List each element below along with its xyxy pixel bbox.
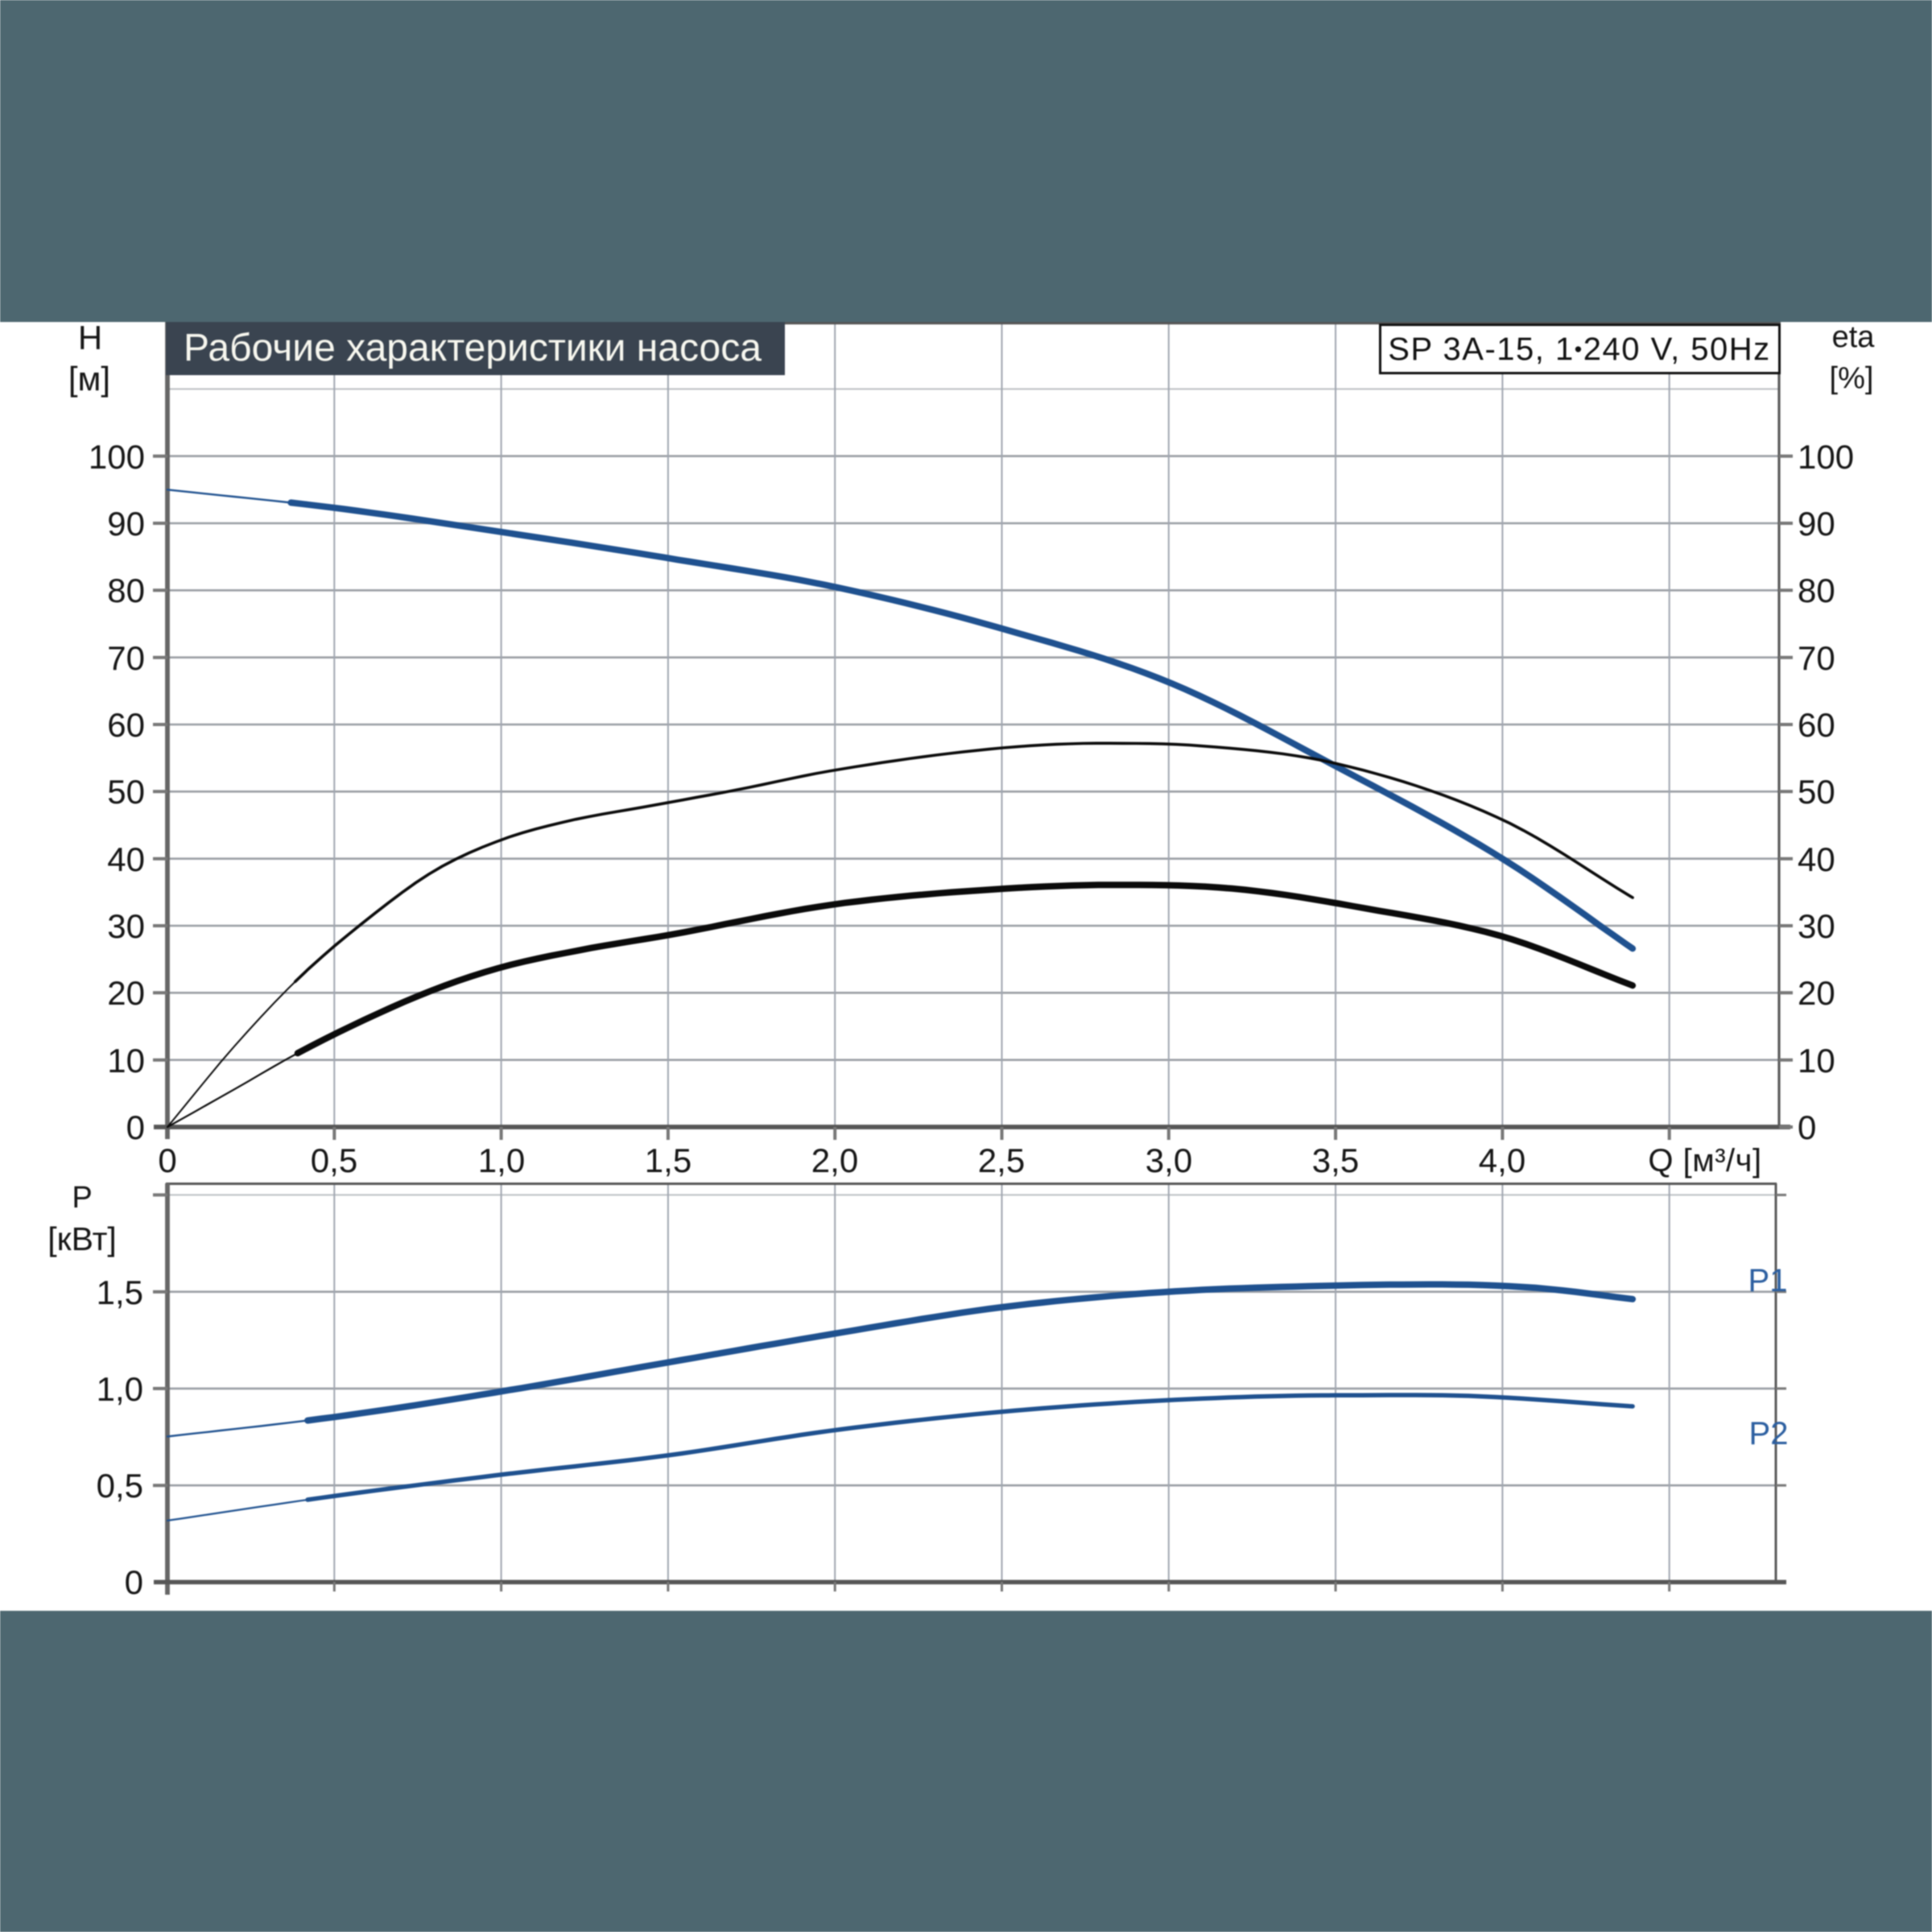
svg-text:eta: eta — [1832, 320, 1876, 354]
svg-text:60: 60 — [107, 706, 145, 744]
svg-text:20: 20 — [107, 974, 145, 1012]
svg-text:10: 10 — [107, 1042, 145, 1080]
svg-text:50: 50 — [107, 773, 145, 811]
svg-text:10: 10 — [1798, 1042, 1835, 1080]
svg-text:4,0: 4,0 — [1479, 1141, 1525, 1179]
svg-text:2,0: 2,0 — [811, 1141, 858, 1179]
svg-text:[м]: [м] — [68, 360, 110, 398]
svg-text:1,0: 1,0 — [478, 1141, 525, 1179]
svg-text:0,5: 0,5 — [97, 1467, 143, 1505]
svg-text:Рабочие характеристики насоса: Рабочие характеристики насоса — [184, 327, 762, 369]
svg-text:P2: P2 — [1749, 1416, 1789, 1451]
svg-text:[%]: [%] — [1830, 361, 1874, 395]
svg-text:40: 40 — [107, 840, 145, 878]
svg-text:H: H — [78, 319, 102, 357]
svg-text:P1: P1 — [1748, 1263, 1788, 1298]
svg-text:100: 100 — [1798, 438, 1854, 476]
svg-text:Q [м³/ч]: Q [м³/ч] — [1648, 1143, 1761, 1179]
svg-text:70: 70 — [107, 639, 145, 677]
svg-text:70: 70 — [1798, 639, 1835, 677]
svg-text:40: 40 — [1798, 840, 1835, 878]
svg-text:1,0: 1,0 — [97, 1370, 143, 1408]
svg-text:60: 60 — [1798, 706, 1835, 744]
svg-text:3,5: 3,5 — [1312, 1141, 1359, 1179]
svg-text:50: 50 — [1798, 773, 1835, 811]
svg-text:2,5: 2,5 — [978, 1141, 1025, 1179]
svg-text:100: 100 — [89, 438, 145, 476]
svg-text:30: 30 — [107, 907, 145, 945]
svg-text:90: 90 — [107, 505, 145, 543]
svg-text:1,5: 1,5 — [97, 1274, 143, 1311]
svg-text:0: 0 — [1798, 1108, 1816, 1146]
svg-text:P: P — [72, 1181, 92, 1215]
svg-text:30: 30 — [1798, 907, 1835, 945]
svg-text:[кВт]: [кВт] — [47, 1220, 116, 1257]
svg-text:SP 3A-15, 1•240 V, 50Hz: SP 3A-15, 1•240 V, 50Hz — [1388, 332, 1770, 367]
svg-text:0: 0 — [125, 1563, 143, 1601]
svg-text:0: 0 — [158, 1141, 176, 1179]
svg-text:1,5: 1,5 — [645, 1141, 691, 1179]
svg-text:3,0: 3,0 — [1146, 1141, 1192, 1179]
svg-text:80: 80 — [107, 572, 145, 609]
svg-text:20: 20 — [1798, 974, 1835, 1012]
svg-text:0: 0 — [126, 1108, 145, 1146]
svg-text:0,5: 0,5 — [311, 1141, 357, 1179]
svg-text:90: 90 — [1798, 505, 1835, 543]
svg-text:80: 80 — [1798, 572, 1835, 609]
